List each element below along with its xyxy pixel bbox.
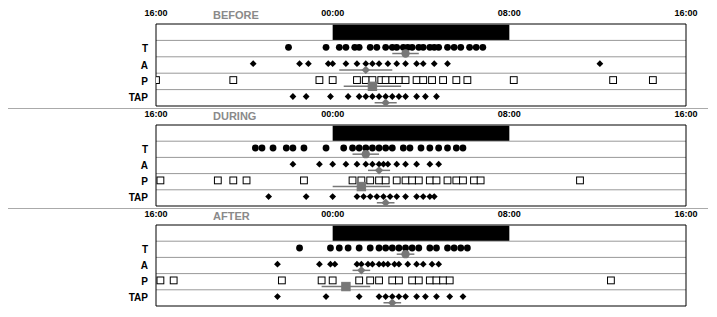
svg-text:00:00: 00:00 xyxy=(321,209,344,219)
svg-text:08:00: 08:00 xyxy=(498,109,521,119)
svg-text:A: A xyxy=(141,160,148,171)
svg-text:16:00: 16:00 xyxy=(674,109,697,119)
svg-text:TAP: TAP xyxy=(129,192,149,203)
svg-text:16:00: 16:00 xyxy=(144,109,167,119)
svg-text:A: A xyxy=(141,60,148,71)
svg-text:00:00: 00:00 xyxy=(321,8,344,18)
html-text:DURING: DURING xyxy=(213,110,257,122)
svg-text:16:00: 16:00 xyxy=(144,209,167,219)
svg-text:16:00: 16:00 xyxy=(674,8,697,18)
svg-text:16:00: 16:00 xyxy=(674,209,697,219)
svg-text:00:00: 00:00 xyxy=(321,109,344,119)
svg-text:16:00: 16:00 xyxy=(144,8,167,18)
html-text:AFTER: AFTER xyxy=(213,210,250,222)
html-text:BEFORE: BEFORE xyxy=(213,9,259,21)
svg-text:T: T xyxy=(142,244,148,255)
svg-text:T: T xyxy=(142,144,148,155)
svg-text:TAP: TAP xyxy=(129,292,149,303)
svg-text:08:00: 08:00 xyxy=(498,209,521,219)
svg-text:P: P xyxy=(141,176,148,187)
svg-text:A: A xyxy=(141,260,148,271)
svg-text:08:00: 08:00 xyxy=(498,8,521,18)
svg-text:T: T xyxy=(142,43,148,54)
svg-text:P: P xyxy=(141,76,148,87)
svg-text:TAP: TAP xyxy=(129,92,149,103)
svg-text:P: P xyxy=(141,276,148,287)
